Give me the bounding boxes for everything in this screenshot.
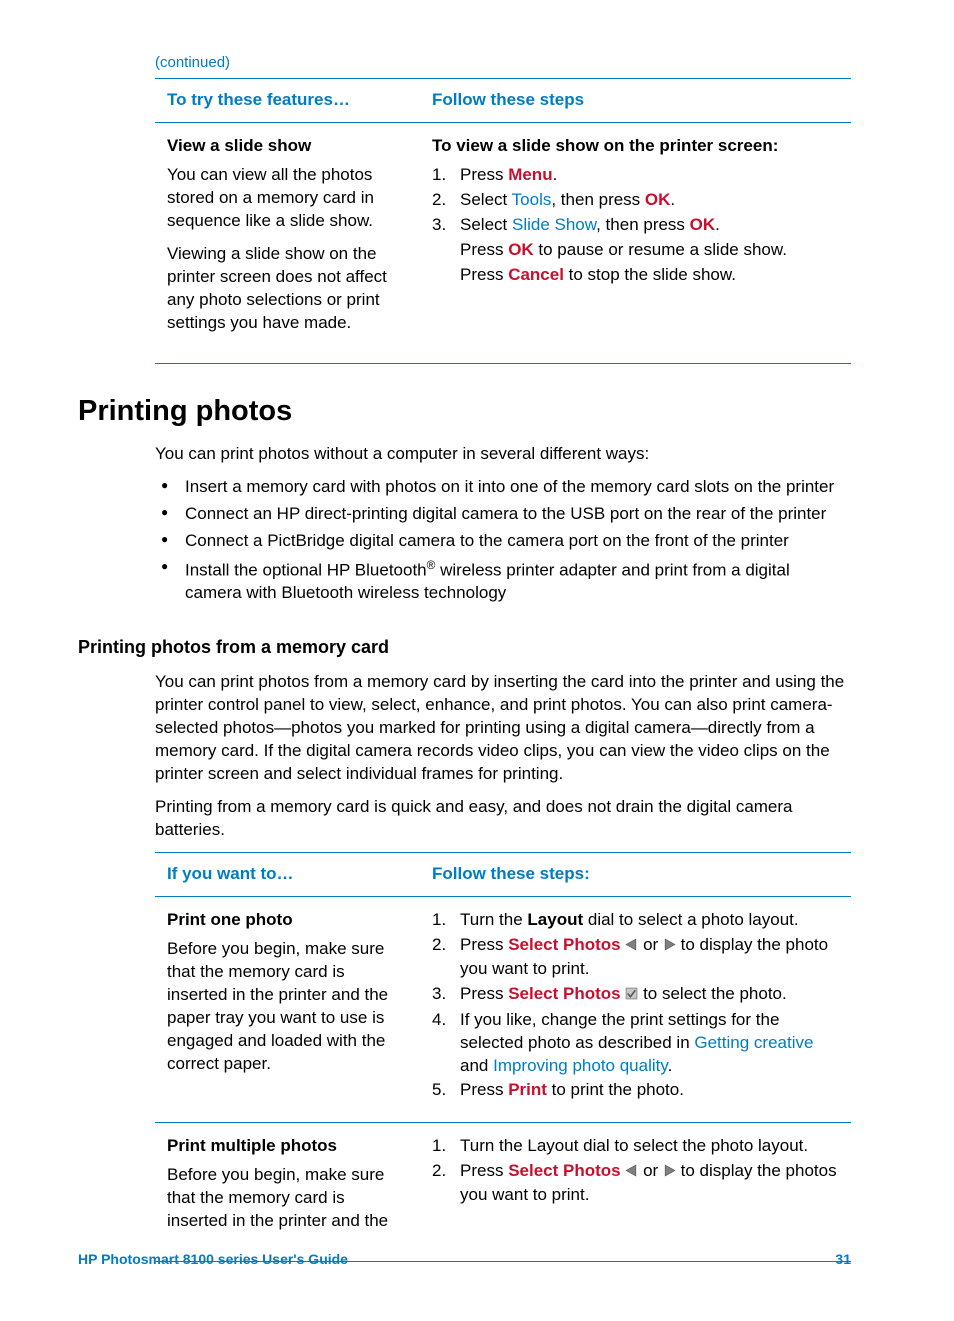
step-text: Turn the Layout dial to select the photo… [460,1136,808,1155]
step-item: 4. If you like, change the print setting… [432,1009,839,1078]
subsection-heading: Printing photos from a memory card [78,635,851,659]
step-text: dial to select a photo layout. [583,910,798,929]
continued-label: (continued) [155,53,851,73]
step-item: 5. Press Print to print the photo. [432,1079,839,1102]
intro-paragraph: You can print photos without a computer … [155,443,851,466]
list-item: Connect an HP direct-printing digital ca… [155,503,851,526]
section-heading: Printing photos [78,392,851,431]
menu-key: Menu [508,165,552,184]
row-title: Print multiple photos [167,1135,408,1158]
table-row: View a slide show You can view all the p… [155,123,851,364]
step-item: 1. Press Menu. [432,164,839,187]
arrow-right-icon [663,1161,676,1184]
select-photos-key: Select Photos [508,984,620,1003]
step-text: Press [460,984,508,1003]
steps-list: 1. Press Menu. 2. Select Tools, then pre… [432,164,839,237]
step-text: to pause or resume a slide show. [534,240,787,259]
step-item: 2. Press Select Photos or to display the… [432,1160,839,1207]
section-body: You can print photos without a computer … [155,443,851,605]
sub-paragraph-2: Printing from a memory card is quick and… [155,796,851,842]
page-content: (continued) To try these features… Follo… [0,0,954,1302]
row-title: Print one photo [167,909,408,932]
t1-header-left: To try these features… [155,79,420,123]
step-text: Press [460,240,508,259]
step-item: 1. Turn the Layout dial to select the ph… [432,1135,839,1158]
step-text: , then press [596,215,690,234]
step-text: to stop the slide show. [564,265,736,284]
getting-creative-link[interactable]: Getting creative [694,1033,813,1052]
steps-title: To view a slide show on the printer scre… [432,135,839,158]
t2-header-right: Follow these steps: [420,852,851,896]
step-text: , then press [551,190,645,209]
sub-paragraph-1: You can print photos from a memory card … [155,671,851,786]
list-item: Insert a memory card with photos on it i… [155,476,851,499]
improving-quality-link[interactable]: Improving photo quality [493,1056,668,1075]
tools-link[interactable]: Tools [512,190,552,209]
step-text: and [460,1056,493,1075]
select-photos-key: Select Photos [508,935,620,954]
step-text: Turn the [460,910,527,929]
row-desc: Before you begin, make sure that the mem… [167,938,408,1076]
list-item: Install the optional HP Bluetooth® wirel… [155,557,851,606]
step-text: Press [460,1080,508,1099]
list-item: Connect a PictBridge digital camera to t… [155,530,851,553]
bullet-text: Install the optional HP Bluetooth [185,560,427,579]
check-icon [625,984,638,1007]
step-text: to select the photo. [643,984,787,1003]
step-text: Press [460,265,508,284]
t2-header-left: If you want to… [155,852,420,896]
arrow-right-icon [663,935,676,958]
step-item: 2. Select Tools, then press OK. [432,189,839,212]
arrow-left-icon [625,935,638,958]
ok-key: OK [645,190,671,209]
t1-header-right: Follow these steps [420,79,851,123]
step-text: or [638,935,663,954]
row-desc: Before you begin, make sure that the mem… [167,1164,408,1233]
sub-step: Press Cancel to stop the slide show. [432,264,839,287]
page-number: 31 [835,1250,851,1269]
slideshow-link[interactable]: Slide Show [512,215,596,234]
bullet-list: Insert a memory card with photos on it i… [155,476,851,605]
step-item: 1. Turn the Layout dial to select a phot… [432,909,839,932]
sub-step: Press OK to pause or resume a slide show… [432,239,839,262]
step-text: or [638,1161,663,1180]
period: . [668,1056,673,1075]
steps-list: 1. Turn the Layout dial to select a phot… [432,909,839,1103]
features-table-1: To try these features… Follow these step… [155,78,851,363]
step-text: Select [460,215,512,234]
arrow-left-icon [625,1161,638,1184]
period: . [670,190,675,209]
step-text: Select [460,190,512,209]
row-desc-2: Viewing a slide show on the printer scre… [167,243,408,335]
step-text: Press [460,165,508,184]
step-item: 3. Select Slide Show, then press OK. [432,214,839,237]
step-text: Press [460,1161,508,1180]
select-photos-key: Select Photos [508,1161,620,1180]
ok-key: OK [508,240,534,259]
table-row: Print one photo Before you begin, make s… [155,896,851,1123]
period: . [553,165,558,184]
row-title: View a slide show [167,135,408,158]
step-text: to print the photo. [547,1080,684,1099]
step-item: 2. Press Select Photos or to display the… [432,934,839,981]
step-item: 3. Press Select Photos to select the pho… [432,983,839,1007]
period: . [715,215,720,234]
features-table-2: If you want to… Follow these steps: Prin… [155,852,851,1262]
table-row: Print multiple photos Before you begin, … [155,1123,851,1262]
page-footer: HP Photosmart 8100 series User's Guide 3… [78,1250,851,1269]
steps-list: 1. Turn the Layout dial to select the ph… [432,1135,839,1207]
row-desc-1: You can view all the photos stored on a … [167,164,408,233]
layout-dial: Layout [527,910,583,929]
step-text: Press [460,935,508,954]
cancel-key: Cancel [508,265,564,284]
footer-title: HP Photosmart 8100 series User's Guide [78,1250,348,1269]
subsection-body: You can print photos from a memory card … [155,671,851,1262]
print-key: Print [508,1080,547,1099]
ok-key: OK [690,215,716,234]
